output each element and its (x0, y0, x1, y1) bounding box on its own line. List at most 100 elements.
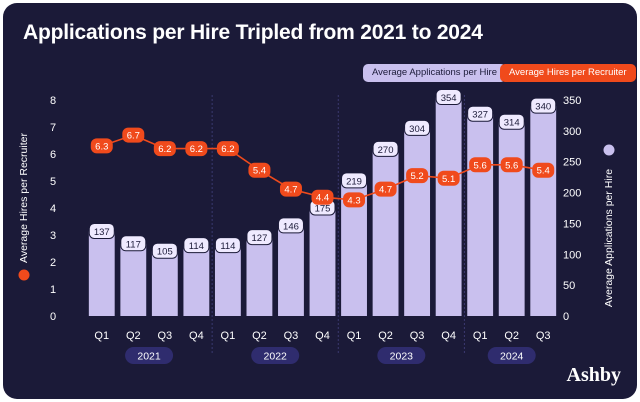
category-tick: Q1 (94, 330, 109, 342)
line-value-label: 4.7 (379, 185, 392, 196)
year-label: 2021 (137, 351, 161, 363)
bar-label-bg (246, 229, 273, 246)
bar (404, 128, 431, 316)
category-tick: Q4 (441, 330, 456, 342)
bar (467, 114, 494, 317)
brand-logo: Ashby (566, 364, 621, 386)
bar-label-bg (372, 140, 399, 157)
bar-value-label: 146 (283, 221, 299, 232)
line-value-label: 4.3 (347, 195, 360, 206)
line-point-marker (469, 157, 492, 173)
bar-label-bg (404, 119, 431, 136)
left-axis-tick: 1 (50, 284, 56, 296)
year-pill (487, 347, 536, 364)
line-point-marker (406, 168, 429, 184)
year-pill (251, 347, 300, 364)
left-axis-tick: 6 (50, 149, 56, 161)
left-axis-tick: 3 (50, 230, 56, 242)
bar-value-label: 314 (504, 118, 520, 129)
left-axis-tick: 4 (50, 203, 56, 215)
line-point-marker (153, 141, 176, 157)
bar-value-label: 114 (189, 241, 204, 252)
category-tick: Q3 (284, 330, 299, 342)
bar-label-bg (151, 242, 178, 259)
line-point-marker (343, 192, 366, 208)
bar (183, 245, 210, 316)
bar-label-bg (530, 97, 557, 114)
line-value-label: 6.7 (127, 131, 140, 142)
left-axis-tick: 7 (50, 122, 56, 134)
bar-label-bg (214, 237, 241, 254)
line-value-label: 5.1 (442, 174, 455, 185)
category-tick: Q2 (504, 330, 519, 342)
line-value-label: 6.2 (190, 144, 203, 155)
legend-hires: Average Hires per Recruiter (500, 64, 636, 82)
bar (214, 245, 241, 316)
left-axis-tick: 5 (50, 176, 56, 188)
category-tick: Q1 (473, 330, 488, 342)
category-tick: Q1 (221, 330, 236, 342)
bar (246, 237, 273, 316)
category-tick: Q3 (536, 330, 551, 342)
bar-label-bg (88, 222, 115, 239)
bar-label-bg (183, 237, 210, 254)
left-axis-tick: 0 (50, 311, 56, 323)
line-point-marker (374, 181, 397, 197)
category-tick: Q4 (189, 330, 204, 342)
line-value-label: 5.4 (537, 166, 550, 177)
bar-label-bg (120, 235, 147, 252)
bar-label-bg (467, 105, 494, 122)
left-axis-label: Average Hires per Recruiter (18, 133, 30, 263)
bar (151, 251, 178, 316)
bar (372, 149, 399, 316)
line-point-marker (500, 157, 523, 173)
year-label: 2023 (390, 351, 414, 363)
line-value-label: 6.3 (95, 141, 108, 152)
year-pill (377, 347, 426, 364)
category-tick: Q1 (347, 330, 362, 342)
right-axis-tick: 100 (563, 249, 581, 261)
category-tick: Q4 (315, 330, 330, 342)
bar (120, 243, 147, 316)
line-value-label: 6.2 (221, 144, 234, 155)
right-axis-tick: 350 (563, 95, 581, 107)
category-tick: Q2 (378, 330, 393, 342)
bar (530, 106, 557, 317)
chart-card: Applications per Hire Tripled from 2021 … (3, 3, 637, 399)
bar-value-label: 114 (220, 241, 235, 252)
category-tick: Q2 (252, 330, 267, 342)
bar-value-label: 127 (252, 233, 268, 244)
year-pill (125, 347, 174, 364)
left-axis-legend-dot (18, 269, 30, 281)
bar-value-label: 219 (346, 176, 362, 187)
line-value-label: 6.2 (158, 144, 171, 155)
bar-value-label: 327 (472, 110, 488, 121)
right-axis-legend-dot (603, 144, 615, 156)
legend-applications: Average Applications per Hire (363, 64, 506, 82)
bar-value-label: 354 (441, 93, 457, 104)
right-axis-tick: 150 (563, 218, 581, 230)
category-tick: Q3 (157, 330, 172, 342)
right-axis-label: Average Applications per Hire (603, 169, 615, 307)
line-point-marker (90, 138, 113, 154)
bar-value-label: 175 (315, 204, 331, 215)
line-point-marker (122, 127, 145, 143)
line-value-label: 5.6 (505, 160, 518, 171)
bar (88, 231, 115, 316)
right-axis-tick: 200 (563, 188, 581, 200)
bar-value-label: 340 (535, 102, 551, 113)
right-axis-tick: 0 (563, 311, 569, 323)
line-point-marker (248, 162, 271, 178)
chart-title: Applications per Hire Tripled from 2021 … (23, 21, 483, 44)
bar-value-label: 270 (378, 145, 394, 156)
line-value-label: 5.2 (410, 171, 423, 182)
right-axis-tick: 50 (563, 280, 575, 292)
line-value-label: 5.6 (474, 160, 487, 171)
line-point-marker (279, 181, 302, 197)
line-point-marker (437, 170, 460, 186)
line-point-marker (311, 189, 334, 205)
bar-value-label: 117 (126, 239, 141, 250)
bar-label-bg (435, 89, 462, 106)
category-tick: Q2 (126, 330, 141, 342)
line-point-marker (532, 162, 555, 178)
